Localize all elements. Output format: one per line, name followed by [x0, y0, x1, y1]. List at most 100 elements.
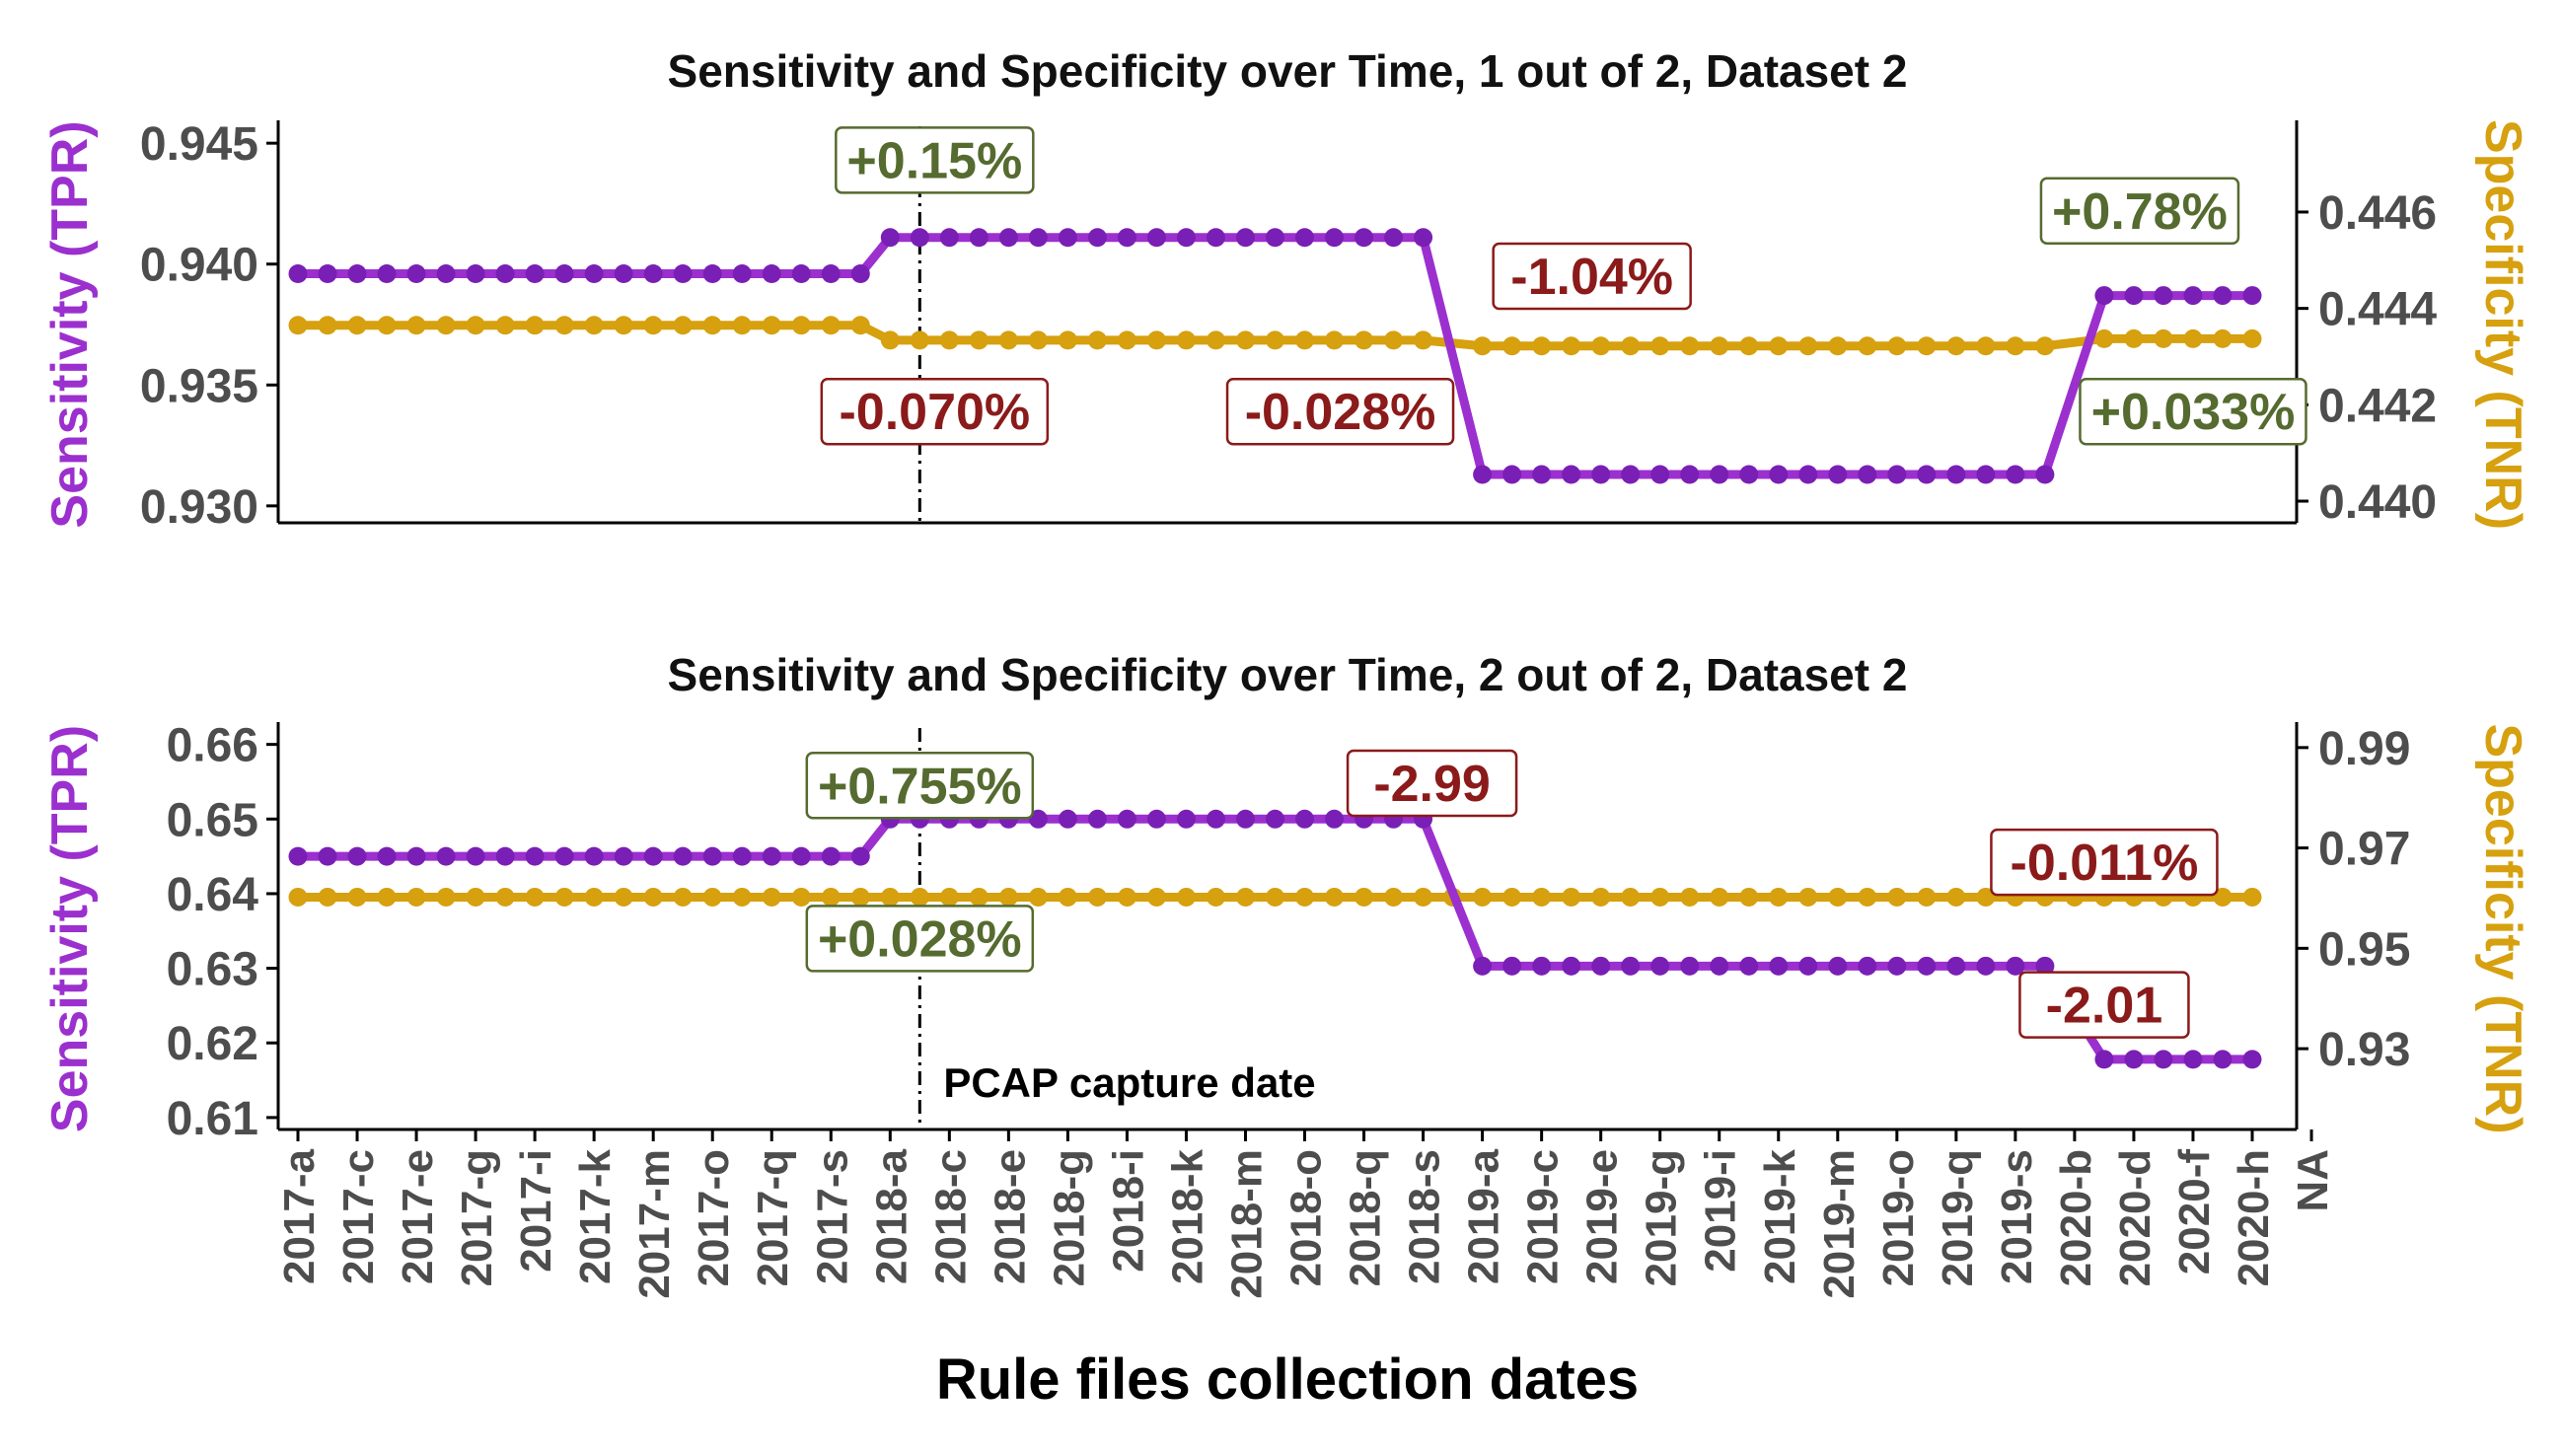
tpr-point [850, 846, 870, 866]
tpr-point [1266, 228, 1284, 248]
tnr-point [1176, 887, 1196, 907]
tnr-point [910, 330, 929, 350]
tnr-point [643, 316, 663, 335]
tnr-point [1235, 887, 1255, 907]
tnr-point [791, 887, 811, 907]
tnr-point [1858, 887, 1877, 907]
tpr-point [2242, 286, 2262, 306]
x-tick-label: 2019-s [1993, 1149, 2041, 1284]
tpr-point [2154, 1050, 2173, 1069]
tpr-point [1917, 956, 1937, 976]
x-tick-label: 2019-m [1815, 1149, 1864, 1299]
tpr-point [2183, 286, 2203, 306]
x-axis: 2017-a 2017-c 2017-e 2017-g 2017-i 2017-k 2017… [275, 1129, 2337, 1299]
tpr-point [1206, 228, 1225, 248]
tnr-point [1473, 336, 1493, 356]
tpr-point [910, 228, 929, 248]
tnr-point [288, 316, 308, 335]
tnr-point [821, 887, 841, 907]
tpr-point [1798, 956, 1818, 976]
tpr-point [1206, 809, 1225, 829]
annotation-label: +0.755% [818, 758, 1022, 815]
tpr-point [1621, 956, 1641, 976]
tnr-point [1146, 330, 1166, 350]
tpr-point [347, 264, 367, 284]
tpr-point [318, 264, 337, 284]
tpr-point [377, 846, 397, 866]
tpr-point [673, 846, 693, 866]
tnr-point [1769, 887, 1789, 907]
annotation-label: +0.028% [818, 910, 1022, 968]
tnr-point [495, 887, 515, 907]
tpr-point [880, 228, 900, 248]
x-tick-label: 2017-m [630, 1149, 679, 1299]
tpr-point [1591, 956, 1611, 976]
tpr-point [850, 264, 870, 284]
tpr-point [525, 846, 545, 866]
chart-panel-1: Sensitivity and Specificity over Time, 1… [41, 45, 2531, 534]
tpr-point [1946, 465, 1966, 484]
tnr-point [1028, 887, 1048, 907]
tnr-point [466, 316, 485, 335]
tpr-point [1295, 809, 1315, 829]
tnr-point [969, 887, 989, 907]
tnr-point [318, 316, 337, 335]
x-tick-label: 2019-k [1756, 1148, 1804, 1284]
tpr-point [1028, 228, 1048, 248]
tnr-point [436, 316, 456, 335]
tpr-point [2242, 1050, 2262, 1069]
tpr-point [1946, 956, 1966, 976]
tnr-point [525, 316, 545, 335]
x-tick-label: 2017-c [334, 1149, 383, 1284]
tnr-point [1976, 887, 1996, 907]
tnr-point [1798, 887, 1818, 907]
tnr-point [1235, 330, 1255, 350]
tpr-point [1739, 956, 1759, 976]
tpr-point [1502, 465, 1522, 484]
tnr-point [643, 887, 663, 907]
tpr-point [554, 264, 574, 284]
tpr-point [998, 228, 1018, 248]
x-tick-label: 2018-q [1342, 1149, 1390, 1286]
tnr-point [1414, 887, 1433, 907]
tpr-point [1976, 465, 1996, 484]
tpr-point [288, 264, 308, 284]
tpr-point [377, 264, 397, 284]
tpr-point [791, 846, 811, 866]
tnr-point [406, 887, 426, 907]
panel-title: Sensitivity and Specificity over Time, 1… [668, 45, 1908, 97]
tpr-point [1858, 465, 1877, 484]
tnr-point [2213, 887, 2233, 907]
left-tick-label: 0.64 [167, 869, 259, 921]
tpr-point [614, 264, 633, 284]
tnr-point [436, 887, 456, 907]
tpr-point [1117, 809, 1136, 829]
x-tick-label: 2017-o [690, 1149, 738, 1286]
tnr-point [377, 887, 397, 907]
tpr-point [1146, 809, 1166, 829]
tnr-point [1739, 336, 1759, 356]
annotation-box [2079, 377, 2307, 446]
tpr-point [1532, 956, 1552, 976]
tnr-point [347, 887, 367, 907]
tnr-point [1650, 336, 1670, 356]
tpr-point [1858, 956, 1877, 976]
tpr-point [1769, 465, 1789, 484]
annotation-label: +0.15% [846, 132, 1022, 189]
tpr-point [702, 846, 722, 866]
tpr-point [406, 264, 426, 284]
right-axis-label: Specificity (TNR) [2474, 119, 2531, 530]
x-tick-label: 2019-o [1874, 1149, 1923, 1286]
annotation-label: -1.04% [1510, 249, 1673, 306]
tnr-point [1828, 336, 1848, 356]
tnr-point [673, 887, 693, 907]
tnr-point [584, 316, 604, 335]
tnr-point [1087, 330, 1107, 350]
tpr-point [1828, 465, 1848, 484]
x-tick-label: 2020-b [2052, 1149, 2100, 1286]
tpr-point [1235, 228, 1255, 248]
right-tick-label: 0.440 [2318, 476, 2437, 529]
tpr-point [406, 846, 426, 866]
x-tick-label: 2018-o [1282, 1149, 1331, 1286]
tnr-point [1650, 887, 1670, 907]
